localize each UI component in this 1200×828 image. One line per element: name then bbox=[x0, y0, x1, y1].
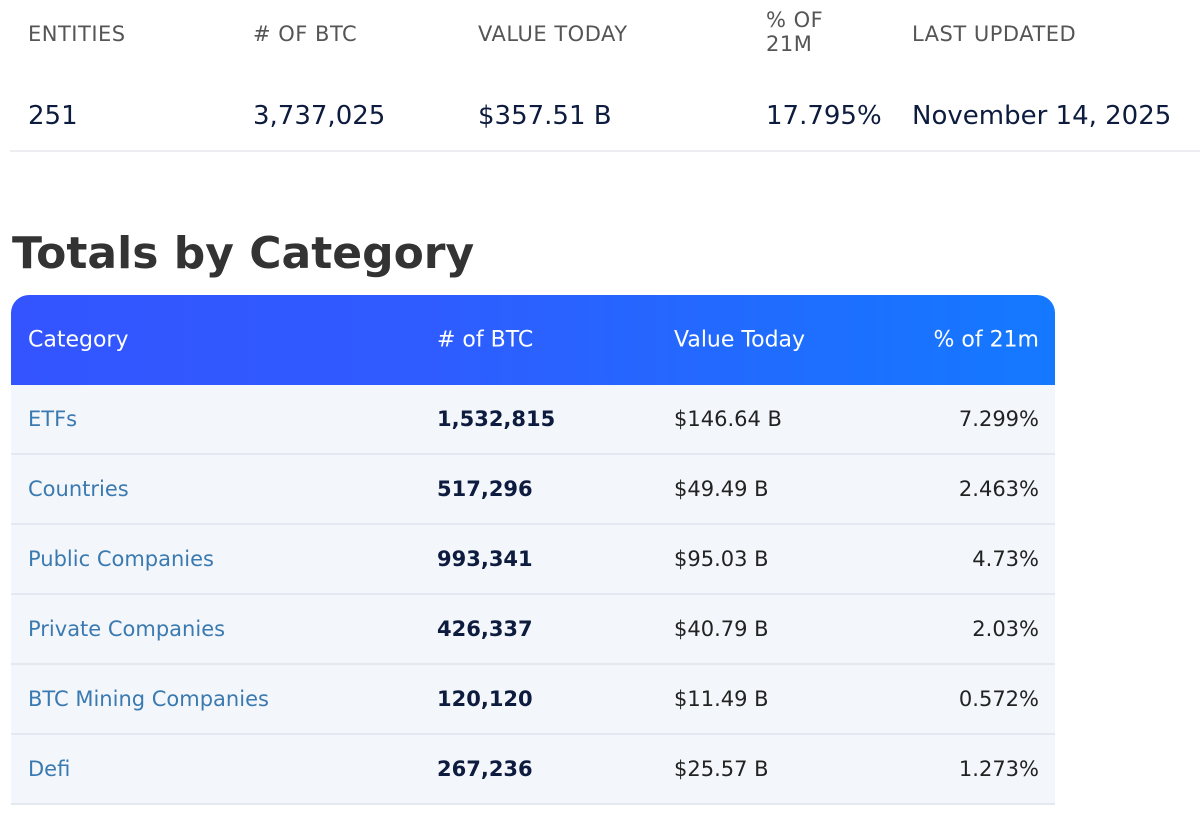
percent-of-21m: 1.273% bbox=[958, 757, 1039, 781]
header-btc[interactable]: # of BTC bbox=[437, 327, 534, 353]
table-row: Public Companies 993,341 $95.03 B 4.73% bbox=[11, 525, 1055, 595]
stat-value-updated: November 14, 2025 bbox=[912, 101, 1172, 131]
category-link[interactable]: Public Companies bbox=[28, 547, 214, 571]
value-today: $40.79 B bbox=[674, 617, 769, 641]
btc-amount: 517,296 bbox=[437, 477, 533, 501]
btc-amount: 267,236 bbox=[437, 757, 533, 781]
stat-label-value: VALUE TODAY bbox=[478, 22, 628, 46]
value-today: $11.49 B bbox=[674, 687, 769, 711]
stat-label-updated: LAST UPDATED bbox=[912, 22, 1077, 46]
percent-of-21m: 4.73% bbox=[972, 547, 1039, 571]
stat-label-btc: # OF BTC bbox=[253, 22, 358, 46]
table-row: Defi 267,236 $25.57 B 1.273% bbox=[11, 735, 1055, 805]
stat-value-value: $357.51 B bbox=[478, 101, 612, 131]
stat-value-btc: 3,737,025 bbox=[253, 101, 386, 131]
percent-of-21m: 0.572% bbox=[958, 687, 1039, 711]
header-percent[interactable]: % of 21m bbox=[933, 327, 1039, 353]
category-table: Category # of BTC Value Today % of 21m E… bbox=[11, 295, 1055, 805]
category-link[interactable]: ETFs bbox=[28, 407, 78, 431]
table-row: BTC Mining Companies 120,120 $11.49 B 0.572… bbox=[11, 665, 1055, 735]
category-link[interactable]: BTC Mining Companies bbox=[28, 687, 269, 711]
table-row: Private Companies 426,337 $40.79 B 2.03% bbox=[11, 595, 1055, 665]
table-row: ETFs 1,532,815 $146.64 B 7.299% bbox=[11, 385, 1055, 455]
stat-label-percent: % OF 21M bbox=[766, 8, 824, 56]
btc-amount: 1,532,815 bbox=[437, 407, 556, 431]
value-today: $146.64 B bbox=[674, 407, 782, 431]
stat-value-entities: 251 bbox=[28, 101, 78, 131]
percent-of-21m: 2.463% bbox=[958, 477, 1039, 501]
value-today: $25.57 B bbox=[674, 757, 769, 781]
divider bbox=[10, 150, 1200, 152]
category-link[interactable]: Defi bbox=[28, 757, 71, 781]
stat-label-entities: ENTITIES bbox=[28, 22, 126, 46]
header-category[interactable]: Category bbox=[28, 327, 129, 353]
percent-of-21m: 7.299% bbox=[958, 407, 1039, 431]
btc-amount: 426,337 bbox=[437, 617, 533, 641]
btc-amount: 120,120 bbox=[437, 687, 533, 711]
percent-of-21m: 2.03% bbox=[972, 617, 1039, 641]
value-today: $49.49 B bbox=[674, 477, 769, 501]
stat-value-percent: 17.795% bbox=[766, 101, 882, 131]
header-value[interactable]: Value Today bbox=[674, 327, 806, 353]
btc-amount: 993,341 bbox=[437, 547, 533, 571]
table-header: Category # of BTC Value Today % of 21m bbox=[11, 295, 1055, 385]
value-today: $95.03 B bbox=[674, 547, 769, 571]
category-link[interactable]: Private Companies bbox=[28, 617, 226, 641]
section-title: Totals by Category bbox=[12, 228, 475, 279]
category-link[interactable]: Countries bbox=[28, 477, 129, 501]
table-row: Countries 517,296 $49.49 B 2.463% bbox=[11, 455, 1055, 525]
